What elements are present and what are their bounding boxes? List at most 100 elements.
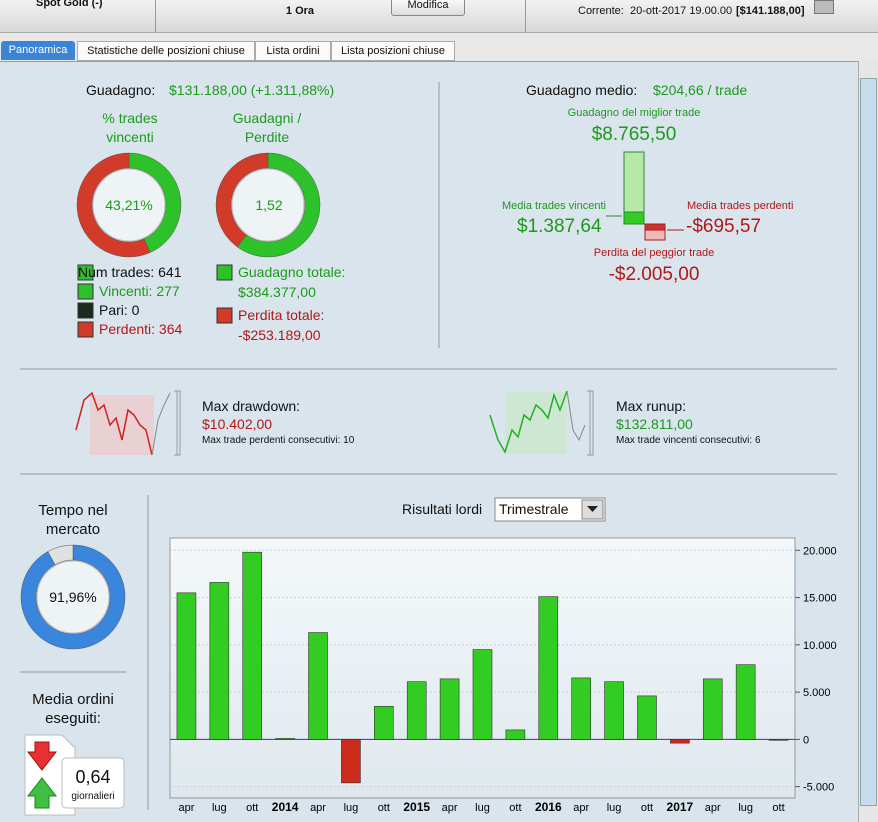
market-time-title: Tempo nel mercato: [38, 502, 108, 538]
y-tick-label: 15.000: [803, 593, 837, 605]
orders-title: Media ordini eseguiti:: [32, 691, 114, 727]
donut-segment: [47, 544, 74, 565]
drawdown-area: [90, 395, 154, 455]
avg-win-box: [623, 211, 645, 225]
drawdown-consecutive: Max trade perdenti consecutivi: 10: [202, 435, 355, 446]
x-tick-label: 2014: [272, 800, 299, 814]
x-tick-label: lug: [212, 802, 227, 814]
best-label: Guadagno del miglior trade: [567, 107, 701, 119]
bar: [275, 738, 295, 740]
x-tick-label: lug: [607, 802, 622, 814]
loss-value: -$253.189,00: [238, 327, 321, 343]
x-tick-label: lug: [738, 802, 753, 814]
x-tick-label: apr: [310, 802, 326, 814]
x-tick-label: lug: [475, 802, 490, 814]
tab[interactable]: Lista posizioni chiuse: [331, 41, 455, 61]
donut-center: [231, 168, 305, 242]
bar: [374, 705, 394, 740]
legend-swatch: [77, 302, 94, 319]
bar: [670, 739, 690, 744]
drawdown-label: Max drawdown:: [202, 398, 301, 414]
avg-loss-label: Media trades perdenti: [687, 200, 794, 212]
orders-value: 0,64: [75, 767, 111, 787]
bar: [571, 677, 591, 740]
gain-label: Guadagno totale:: [238, 264, 346, 280]
win-rate-title: % trades vincenti: [102, 110, 158, 145]
avg-loss-box: [644, 223, 666, 231]
bar: [505, 729, 526, 740]
donut-center: [92, 168, 166, 242]
pf-title: Guadagni / Perdite: [232, 110, 302, 145]
y-tick-label: 10.000: [803, 640, 837, 652]
bar: [702, 678, 723, 740]
profit-value: $131.188,00 (+1.311,88%): [169, 82, 335, 98]
x-tick-label: apr: [705, 802, 721, 814]
num-trades: Num trades: 641: [78, 264, 182, 280]
x-tick-label: ott: [246, 802, 258, 814]
period-value[interactable]: Trimestrale: [499, 501, 569, 517]
scroll-thumb[interactable]: [860, 78, 877, 806]
down-arrow: [26, 741, 58, 771]
y-tick-label: 0: [803, 734, 809, 746]
tab[interactable]: Panoramica: [1, 41, 75, 60]
worst-value: -$2.005,00: [608, 264, 700, 285]
tab[interactable]: Statistiche delle posizioni chiuse: [77, 41, 255, 61]
drawdown-value: $10.402,00: [202, 416, 273, 432]
print-icon[interactable]: [814, 0, 834, 14]
donut-center: [36, 560, 110, 634]
y-tick-label: 5.000: [803, 687, 831, 699]
worst-label: Perdita del peggior trade: [593, 247, 715, 259]
bar: [341, 739, 361, 784]
donut-segment: [76, 152, 151, 258]
bar: [604, 681, 624, 740]
x-tick-label: ott: [641, 802, 653, 814]
x-tick-label: 2017: [667, 800, 694, 814]
profit-label: Guadagno:: [86, 82, 156, 98]
bar: [637, 695, 657, 740]
up-arrow: [26, 777, 58, 809]
edit-button[interactable]: Modifica: [391, 0, 465, 16]
x-tick-label: apr: [573, 802, 589, 814]
x-tick-label: ott: [772, 802, 784, 814]
legend-swatch: [216, 307, 233, 324]
dropdown-arrow: [587, 506, 598, 512]
legend-swatch: [216, 264, 233, 281]
bar: [176, 592, 197, 740]
donut-segment: [215, 152, 269, 248]
chart-title: Risultati lordi: [402, 501, 483, 517]
runup-consecutive: Max trade vincenti consecutivi: 6: [616, 435, 761, 446]
x-tick-label: apr: [442, 802, 458, 814]
legend-swatch: [77, 264, 94, 281]
bar: [768, 739, 789, 741]
even: Pari: 0: [99, 302, 140, 318]
period-dropdown[interactable]: [494, 497, 606, 522]
avg-loss-value: -$695,57: [686, 216, 762, 237]
tab[interactable]: Lista ordini: [255, 41, 331, 61]
avg-win-label: Media trades vincenti: [502, 200, 606, 212]
current-date: 20-ott-2017 19.00.00: [630, 5, 733, 17]
bar: [406, 681, 427, 740]
instrument: Spot Gold (-): [36, 0, 103, 9]
equity-line: [151, 392, 171, 456]
bar: [209, 582, 230, 740]
range-bracket: [587, 390, 594, 456]
pf-value: 1,52: [255, 197, 283, 213]
avg-value: $204,66 / trade: [653, 82, 748, 98]
runup-label: Max runup:: [616, 398, 687, 414]
y-tick-label: -5.000: [803, 782, 834, 794]
bar: [538, 596, 559, 740]
avg-win-value: $1.387,64: [517, 216, 602, 237]
donut-segment: [20, 544, 126, 650]
separator: [155, 0, 156, 32]
orders-unit: giornalieri: [71, 791, 115, 802]
donut-segment: [237, 152, 321, 258]
market-time-value: 91,96%: [49, 589, 97, 605]
drawdown-line: [75, 391, 153, 456]
x-tick-label: lug: [344, 802, 359, 814]
loss-label: Perdita totale:: [238, 307, 325, 323]
avg-label: Guadagno medio:: [526, 82, 638, 98]
x-tick-label: 2015: [403, 800, 430, 814]
bar: [439, 678, 460, 740]
win-rate-value: 43,21%: [105, 197, 153, 213]
